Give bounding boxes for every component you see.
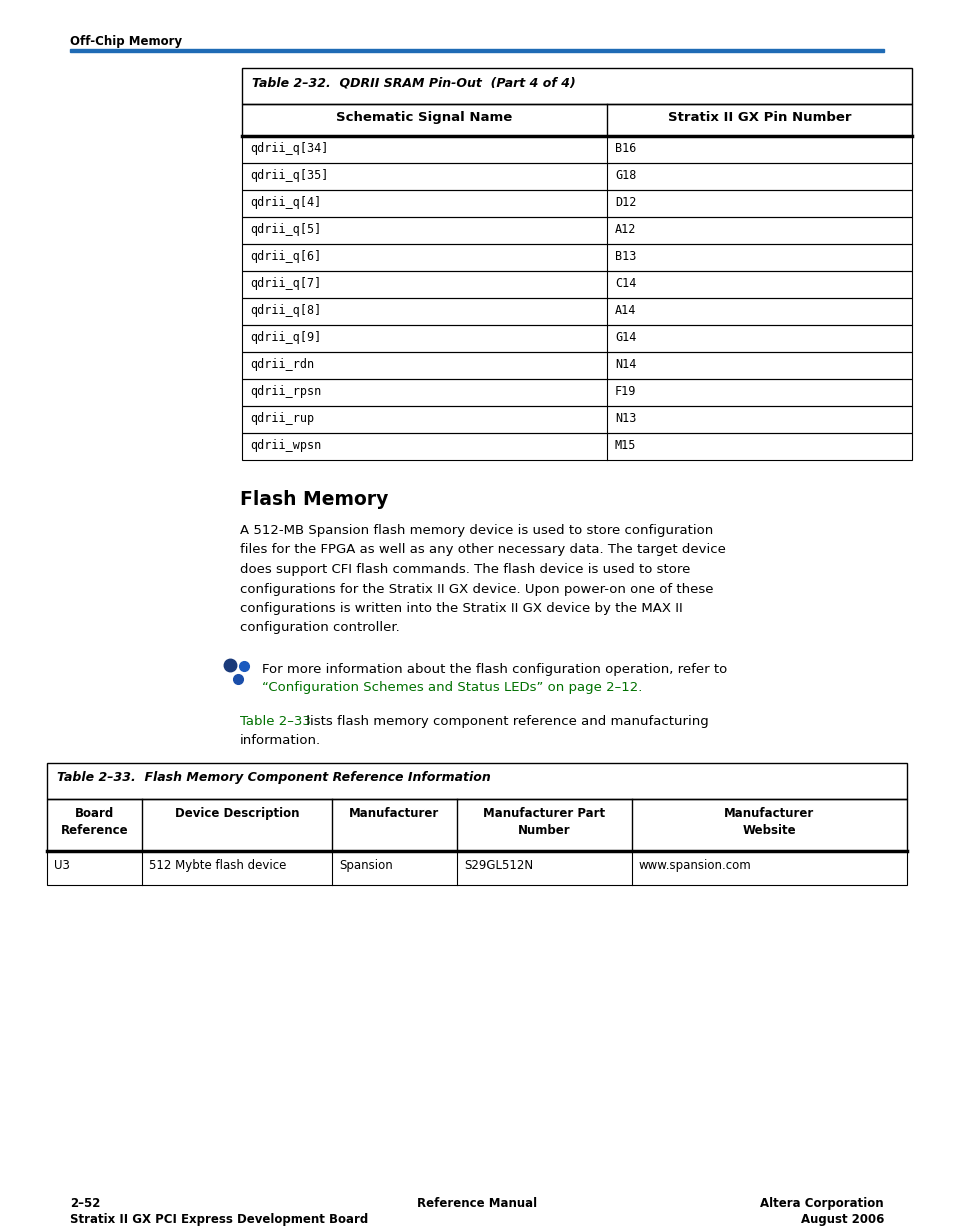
Text: qdrii_q[5]: qdrii_q[5] — [250, 223, 321, 236]
Bar — [242, 325, 911, 352]
Text: does support CFI flash commands. The flash device is used to store: does support CFI flash commands. The fla… — [240, 563, 690, 575]
Bar — [242, 271, 911, 298]
Text: Reference Manual: Reference Manual — [416, 1198, 537, 1210]
Text: Board
Reference: Board Reference — [61, 807, 128, 837]
Text: M15: M15 — [615, 439, 636, 452]
Text: Flash Memory: Flash Memory — [240, 490, 388, 509]
Text: Manufacturer: Manufacturer — [349, 807, 439, 820]
Text: www.spansion.com: www.spansion.com — [639, 859, 751, 872]
Text: Stratix II GX PCI Express Development Board: Stratix II GX PCI Express Development Bo… — [70, 1214, 368, 1226]
Bar — [242, 104, 911, 136]
Text: qdrii_q[4]: qdrii_q[4] — [250, 196, 321, 209]
Text: qdrii_q[8]: qdrii_q[8] — [250, 304, 321, 317]
Text: For more information about the flash configuration operation, refer to: For more information about the flash con… — [262, 663, 726, 676]
Text: G18: G18 — [615, 169, 636, 182]
Text: “Configuration Schemes and Status LEDs” on page 2–12.: “Configuration Schemes and Status LEDs” … — [262, 681, 641, 694]
Text: B13: B13 — [615, 250, 636, 263]
Text: Schematic Signal Name: Schematic Signal Name — [336, 110, 512, 124]
Text: C14: C14 — [615, 277, 636, 290]
Bar — [70, 49, 883, 52]
Text: qdrii_rup: qdrii_rup — [250, 412, 314, 425]
Text: configurations for the Stratix II GX device. Upon power-on one of these: configurations for the Stratix II GX dev… — [240, 583, 713, 595]
Text: qdrii_rdn: qdrii_rdn — [250, 358, 314, 371]
Text: Spansion: Spansion — [338, 859, 393, 872]
Text: B16: B16 — [615, 142, 636, 155]
Text: Device Description: Device Description — [174, 807, 299, 820]
Text: Altera Corporation: Altera Corporation — [760, 1198, 883, 1210]
Bar — [242, 190, 911, 217]
Bar — [242, 433, 911, 460]
Bar — [47, 799, 906, 852]
Text: qdrii_rpsn: qdrii_rpsn — [250, 385, 321, 398]
Text: Table 2–33: Table 2–33 — [240, 715, 311, 728]
Text: N13: N13 — [615, 412, 636, 425]
Text: D12: D12 — [615, 196, 636, 209]
Text: Manufacturer Part
Number: Manufacturer Part Number — [483, 807, 605, 837]
Text: 512 Mybte flash device: 512 Mybte flash device — [149, 859, 286, 872]
Text: qdrii_q[6]: qdrii_q[6] — [250, 250, 321, 263]
Text: configurations is written into the Stratix II GX device by the MAX II: configurations is written into the Strat… — [240, 602, 682, 615]
Bar — [242, 406, 911, 433]
Text: G14: G14 — [615, 331, 636, 344]
Text: S29GL512N: S29GL512N — [463, 859, 533, 872]
Text: information.: information. — [240, 734, 321, 747]
Text: Table 2–32.  QDRII SRAM Pin-Out  (Part 4 of 4): Table 2–32. QDRII SRAM Pin-Out (Part 4 o… — [252, 76, 576, 90]
Text: Off-Chip Memory: Off-Chip Memory — [70, 36, 182, 48]
Bar — [47, 763, 906, 799]
Text: N14: N14 — [615, 358, 636, 371]
Bar — [242, 298, 911, 325]
Bar — [242, 379, 911, 406]
Text: Stratix II GX Pin Number: Stratix II GX Pin Number — [667, 110, 850, 124]
Text: U3: U3 — [54, 859, 70, 872]
Bar — [242, 136, 911, 163]
Text: A14: A14 — [615, 304, 636, 317]
Text: A12: A12 — [615, 223, 636, 236]
Bar — [242, 352, 911, 379]
Text: F19: F19 — [615, 385, 636, 398]
Text: lists flash memory component reference and manufacturing: lists flash memory component reference a… — [302, 715, 708, 728]
Text: files for the FPGA as well as any other necessary data. The target device: files for the FPGA as well as any other … — [240, 544, 725, 557]
Text: qdrii_q[34]: qdrii_q[34] — [250, 142, 328, 155]
Text: configuration controller.: configuration controller. — [240, 622, 399, 634]
Text: August 2006: August 2006 — [800, 1214, 883, 1226]
Bar — [242, 244, 911, 271]
Text: 2–52: 2–52 — [70, 1198, 100, 1210]
Bar — [47, 852, 906, 885]
Text: qdrii_q[35]: qdrii_q[35] — [250, 169, 328, 182]
Bar — [242, 163, 911, 190]
Text: A 512-MB Spansion flash memory device is used to store configuration: A 512-MB Spansion flash memory device is… — [240, 524, 713, 537]
Bar — [242, 217, 911, 244]
Text: qdrii_q[9]: qdrii_q[9] — [250, 331, 321, 344]
Text: Table 2–33.  Flash Memory Component Reference Information: Table 2–33. Flash Memory Component Refer… — [57, 771, 490, 784]
Text: qdrii_q[7]: qdrii_q[7] — [250, 277, 321, 290]
Text: Manufacturer
Website: Manufacturer Website — [723, 807, 814, 837]
Text: qdrii_wpsn: qdrii_wpsn — [250, 439, 321, 452]
